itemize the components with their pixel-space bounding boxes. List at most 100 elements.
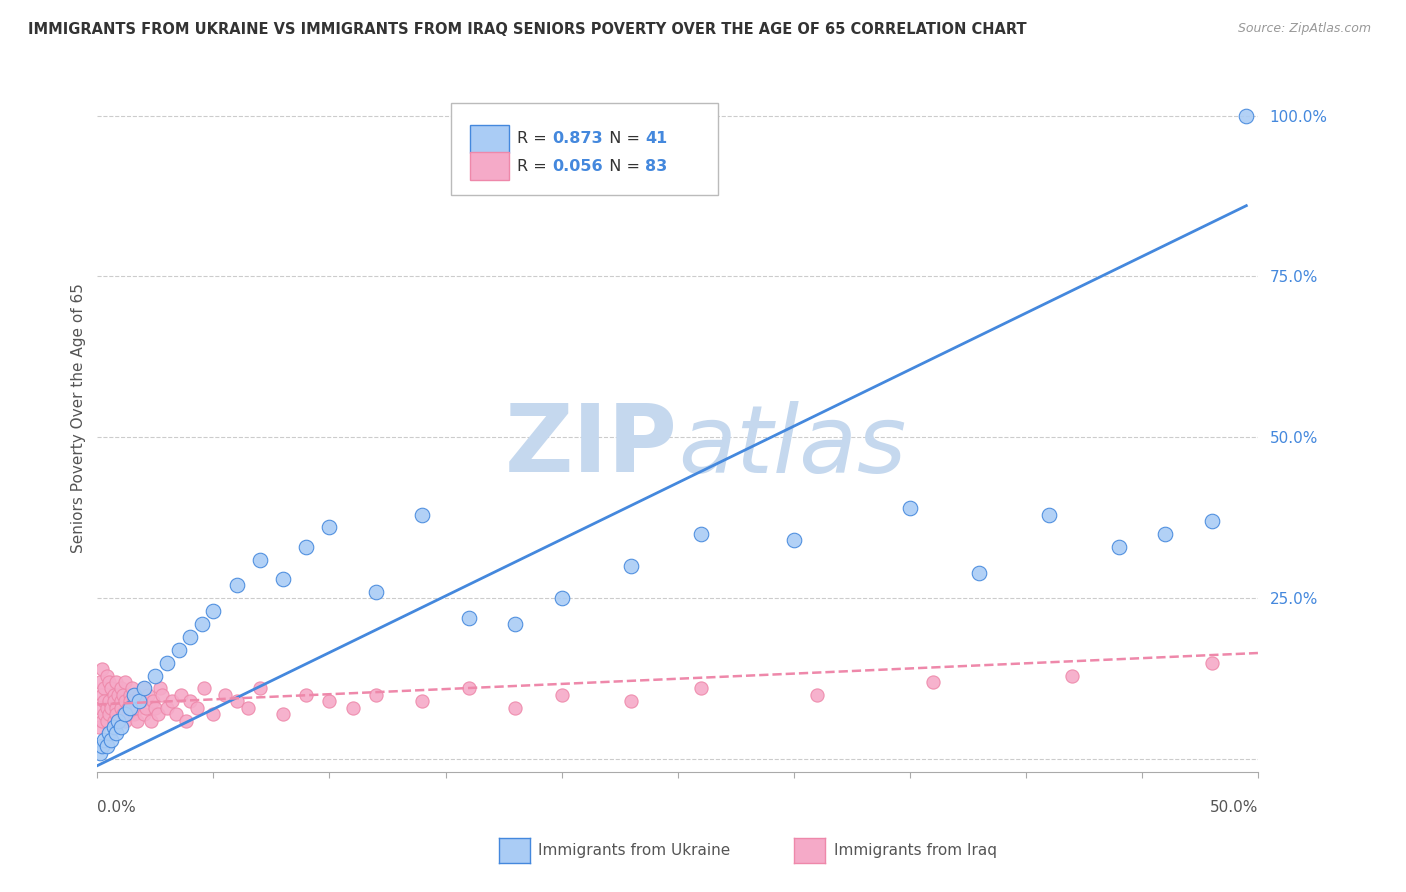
Point [104, 700, 127, 714]
Point [132, 681, 155, 696]
Point [165, 707, 187, 722]
Point [1062, 668, 1084, 682]
Point [1154, 527, 1177, 541]
Point [89, 746, 111, 760]
Point [457, 681, 479, 696]
Point [689, 681, 711, 696]
Point [806, 688, 828, 702]
Point [111, 707, 134, 722]
Text: Immigrants from Iraq: Immigrants from Iraq [834, 844, 997, 858]
Point [922, 675, 945, 690]
Point [179, 694, 201, 708]
Text: N =: N = [599, 131, 645, 146]
Text: 41: 41 [645, 131, 668, 146]
Point [318, 520, 340, 534]
Point [342, 700, 364, 714]
Point [620, 694, 643, 708]
Point [114, 675, 136, 690]
Text: N =: N = [599, 159, 645, 174]
Point [93, 681, 115, 696]
Point [550, 591, 572, 606]
Text: 83: 83 [645, 159, 668, 174]
Point [124, 694, 146, 708]
Point [107, 688, 129, 702]
Point [503, 617, 526, 632]
Point [132, 681, 155, 696]
Y-axis label: Seniors Poverty Over the Age of 65: Seniors Poverty Over the Age of 65 [72, 283, 86, 553]
Point [295, 540, 318, 554]
Point [1234, 109, 1257, 123]
Point [104, 726, 127, 740]
Point [295, 688, 318, 702]
Point [411, 694, 433, 708]
Text: R =: R = [517, 131, 553, 146]
Point [411, 508, 433, 522]
Point [271, 707, 294, 722]
Point [97, 675, 120, 690]
Text: R =: R = [517, 159, 553, 174]
Point [249, 552, 271, 566]
Point [121, 700, 143, 714]
Point [214, 688, 236, 702]
Point [110, 694, 132, 708]
Point [174, 714, 197, 728]
Point [156, 700, 179, 714]
Point [118, 688, 141, 702]
Point [145, 700, 167, 714]
Point [100, 681, 122, 696]
Point [1108, 540, 1130, 554]
Point [128, 694, 150, 708]
Point [969, 566, 991, 580]
Point [103, 720, 125, 734]
Point [318, 694, 340, 708]
Point [110, 720, 132, 734]
Point [131, 694, 153, 708]
Point [550, 688, 572, 702]
Point [87, 720, 110, 734]
Text: Source: ZipAtlas.com: Source: ZipAtlas.com [1237, 22, 1371, 36]
Point [149, 681, 172, 696]
Point [364, 688, 387, 702]
Point [118, 700, 141, 714]
Point [118, 694, 141, 708]
Point [186, 700, 208, 714]
Point [97, 694, 120, 708]
Point [121, 681, 143, 696]
Text: IMMIGRANTS FROM UKRAINE VS IMMIGRANTS FROM IRAQ SENIORS POVERTY OVER THE AGE OF : IMMIGRANTS FROM UKRAINE VS IMMIGRANTS FR… [28, 22, 1026, 37]
Point [898, 501, 921, 516]
Point [225, 578, 247, 592]
Point [91, 714, 114, 728]
Point [156, 656, 179, 670]
Point [150, 688, 173, 702]
Point [111, 688, 134, 702]
Point [110, 681, 132, 696]
Point [93, 707, 115, 722]
Point [100, 732, 122, 747]
Point [114, 714, 136, 728]
Point [91, 662, 114, 676]
Point [179, 630, 201, 644]
Text: 0.0%: 0.0% [97, 800, 136, 815]
Point [1201, 656, 1223, 670]
Point [104, 707, 127, 722]
Point [271, 572, 294, 586]
Point [96, 714, 118, 728]
Point [142, 694, 165, 708]
Point [117, 707, 139, 722]
Point [107, 714, 129, 728]
Point [96, 739, 118, 754]
Point [160, 694, 183, 708]
FancyBboxPatch shape [470, 152, 509, 180]
Point [93, 694, 115, 708]
Point [193, 681, 215, 696]
Point [124, 688, 146, 702]
Point [97, 726, 120, 740]
Point [170, 688, 193, 702]
Point [503, 700, 526, 714]
Point [128, 688, 150, 702]
Point [103, 688, 125, 702]
Point [145, 668, 167, 682]
Point [139, 714, 162, 728]
Point [1201, 514, 1223, 528]
Point [100, 700, 122, 714]
